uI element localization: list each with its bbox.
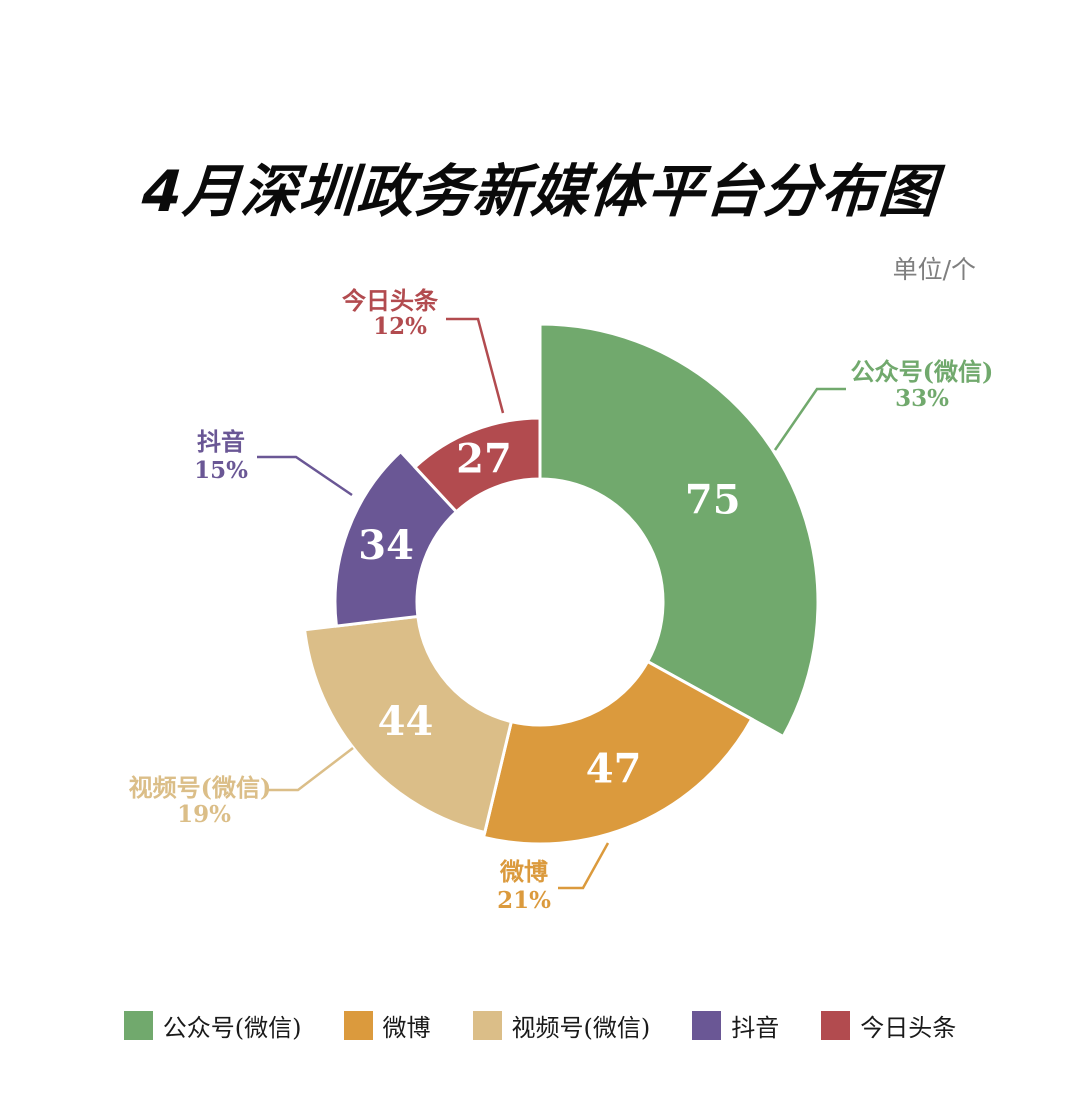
legend-swatch-toutiao bbox=[821, 1011, 851, 1040]
legend-label-weibo: 微博 bbox=[382, 1014, 431, 1042]
slice-value-wechat-video: 44 bbox=[378, 698, 434, 745]
legend-label-wechat-official-account: 公众号(微信) bbox=[162, 1014, 302, 1042]
pie-slice-toutiao[interactable] bbox=[412, 416, 542, 514]
slice-value-douyin: 34 bbox=[358, 522, 414, 569]
legend-label-douyin: 抖音 bbox=[731, 1014, 780, 1042]
legend-label-wechat-video: 视频号(微信) bbox=[511, 1014, 651, 1042]
slice-value-wechat-official-account: 75 bbox=[685, 477, 741, 524]
slice-value-toutiao: 27 bbox=[456, 436, 512, 483]
pie-slice-wechat-official-account[interactable] bbox=[538, 322, 820, 739]
legend-item-wechat-official-account[interactable]: 公众号(微信) bbox=[123, 1008, 302, 1043]
callout-name-wechat-official-account: 公众号(微信) bbox=[851, 357, 994, 386]
leader-line-wechat-video bbox=[267, 747, 354, 792]
callout-name-wechat-video: 视频号(微信) bbox=[129, 773, 272, 802]
leader-line-weibo bbox=[558, 842, 610, 890]
callout-name-toutiao: 今日头条 bbox=[342, 286, 439, 315]
leader-line-toutiao bbox=[446, 317, 505, 414]
callout-name-weibo: 微博 bbox=[499, 857, 548, 886]
callout-name-douyin: 抖音 bbox=[197, 427, 245, 456]
leader-line-douyin bbox=[257, 455, 353, 497]
unit-label: 单位/个 bbox=[892, 255, 976, 284]
callout-percent-wechat-video: 19% bbox=[177, 801, 231, 828]
legend-swatch-weibo bbox=[343, 1011, 373, 1040]
legend-swatch-wechat-video bbox=[472, 1011, 502, 1040]
leader-line-wechat-official-account bbox=[773, 387, 846, 451]
callout-percent-weibo: 21% bbox=[497, 887, 551, 914]
legend: 公众号(微信) 微博 视频号(微信) 抖音 今日头条 bbox=[0, 1008, 1080, 1043]
legend-item-weibo[interactable]: 微博 bbox=[343, 1008, 431, 1043]
callout-percent-toutiao: 12% bbox=[373, 313, 427, 340]
slice-value-weibo: 47 bbox=[586, 745, 642, 792]
legend-label-toutiao: 今日头条 bbox=[860, 1014, 957, 1042]
pie-slice-weibo[interactable] bbox=[481, 659, 754, 846]
legend-item-wechat-video[interactable]: 视频号(微信) bbox=[472, 1008, 651, 1043]
pie-slice-wechat-video[interactable] bbox=[302, 614, 514, 835]
pie-slice-douyin[interactable] bbox=[333, 449, 459, 628]
legend-swatch-douyin bbox=[692, 1011, 722, 1040]
legend-swatch-wechat-official-account bbox=[123, 1011, 153, 1040]
legend-item-douyin[interactable]: 抖音 bbox=[692, 1008, 779, 1043]
callout-percent-douyin: 15% bbox=[194, 457, 248, 484]
callout-percent-wechat-official-account: 33% bbox=[895, 385, 949, 412]
legend-item-toutiao[interactable]: 今日头条 bbox=[821, 1008, 956, 1043]
